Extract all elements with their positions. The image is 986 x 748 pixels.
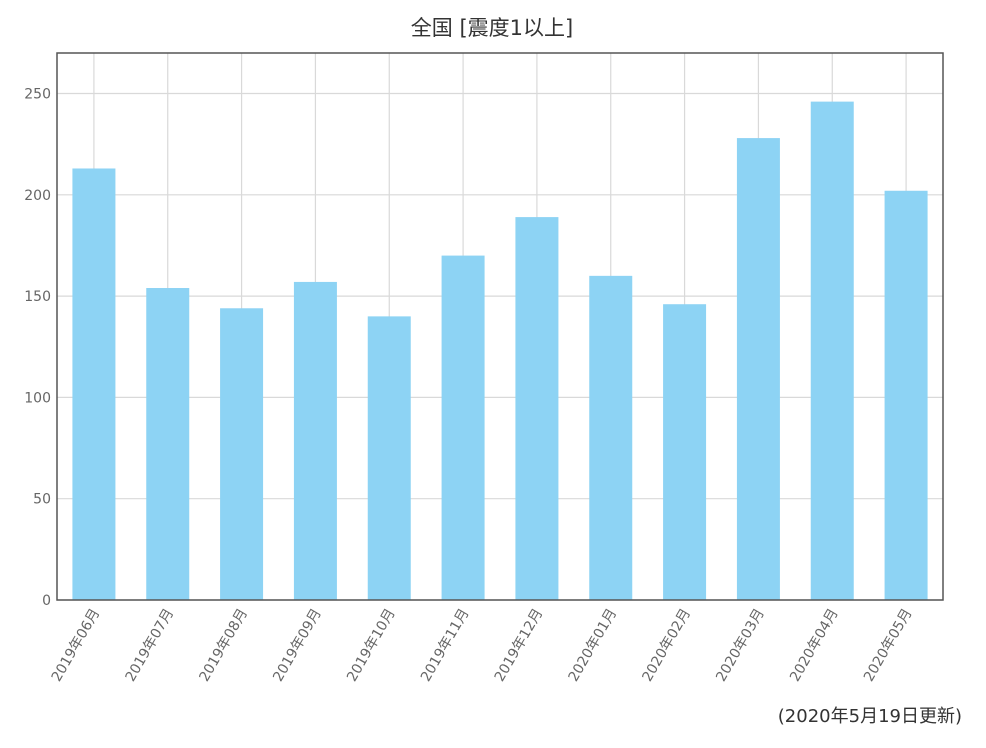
plot-frame (56, 52, 944, 601)
bar (441, 255, 485, 600)
bar (72, 168, 116, 600)
bar (220, 308, 264, 600)
bar (293, 281, 337, 600)
bars (72, 101, 928, 601)
x-tick-label: 2019年06月 (49, 606, 104, 685)
y-tick-label: 250 (24, 87, 51, 103)
x-tick-label: 2020年03月 (713, 606, 768, 685)
bar (515, 217, 559, 600)
bar (663, 304, 707, 600)
x-tick-label: 2019年11月 (418, 606, 473, 685)
y-tick-label: 50 (33, 492, 51, 508)
x-tick-label: 2020年04月 (787, 606, 842, 685)
x-tick-label: 2020年02月 (639, 606, 694, 685)
y-tick-label: 0 (42, 593, 51, 609)
x-tick-label: 2019年08月 (196, 606, 251, 685)
x-axis-ticks: 2019年06月 2019年07月 2019年08月 2019年09月 2019年10月… (49, 606, 916, 685)
x-tick-label: 2019年10月 (344, 606, 399, 685)
y-tick-label: 150 (24, 289, 51, 305)
x-tick-label: 2020年05月 (861, 606, 916, 685)
x-tick-label: 2019年12月 (492, 606, 547, 685)
x-tick-label: 2019年07月 (123, 606, 178, 685)
bar (884, 190, 928, 600)
x-tick-label: 2020年01月 (566, 606, 621, 685)
y-axis-ticks: 0 50 100 150 200 250 (24, 87, 51, 609)
y-tick-label: 200 (24, 188, 51, 204)
bar (367, 316, 411, 600)
bar (146, 288, 190, 600)
y-tick-label: 100 (24, 390, 51, 406)
bar (736, 138, 780, 601)
x-tick-label: 2019年09月 (270, 606, 325, 685)
chart-title: 全国 [震度1以上] (411, 16, 573, 40)
update-note: (2020年5月19日更新) (778, 706, 962, 727)
grid (57, 53, 943, 601)
bar (589, 275, 633, 600)
bar (810, 101, 854, 600)
